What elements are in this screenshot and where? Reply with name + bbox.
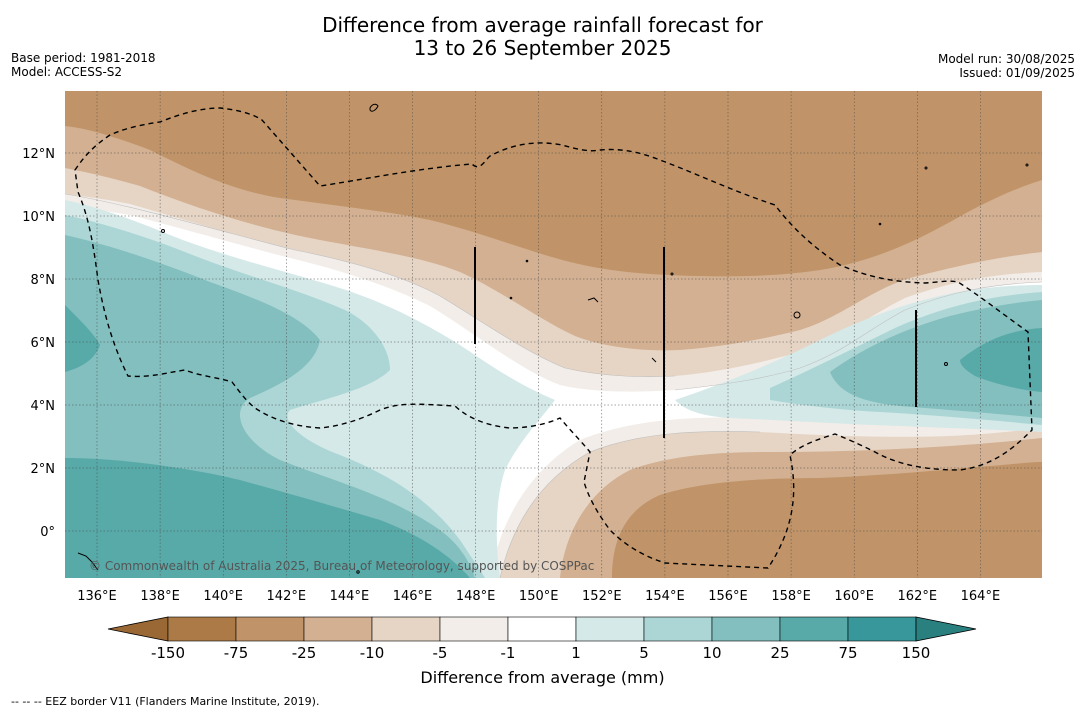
- colorbar-swatch: [439, 616, 509, 642]
- model-text: Model: ACCESS-S2: [11, 65, 123, 79]
- contour-east-plus-10: [830, 300, 1042, 418]
- lat-label: 2°N: [31, 462, 56, 477]
- colorbar-tick-labels: -150 -75 -25 -10 -5 -1 1 5 10 25 75 150: [151, 644, 930, 662]
- title-line-2: 13 to 26 September 2025: [413, 36, 672, 60]
- issued-text: Issued: 01/09/2025: [959, 66, 1075, 80]
- colorbar-swatch: [235, 616, 305, 642]
- colorbar-title: Difference from average (mm): [420, 668, 665, 687]
- island-outlines: [77, 103, 1029, 574]
- eez-division-lines: [474, 247, 917, 438]
- lon-label: 154°E: [645, 589, 685, 604]
- lon-label: 150°E: [519, 589, 559, 604]
- lat-label: 8°N: [31, 273, 56, 288]
- colorbar-swatch: [847, 616, 917, 642]
- lon-label: 156°E: [708, 589, 748, 604]
- chart-title: Difference from average rainfall forecas…: [0, 14, 1085, 60]
- lat-label: 12°N: [22, 147, 55, 162]
- contour-south-minus-25: [612, 462, 1042, 578]
- colorbar-tick-label: 75: [838, 644, 857, 662]
- lon-label: 158°E: [771, 589, 811, 604]
- lat-label: 4°N: [31, 399, 56, 414]
- colorbar-swatch: [575, 616, 645, 642]
- lat-label: 6°N: [31, 336, 56, 351]
- colorbar-swatch: [371, 616, 441, 642]
- lon-label: 142°E: [267, 589, 307, 604]
- colorbar-swatch: [711, 616, 781, 642]
- lat-label: 0°: [40, 525, 55, 540]
- lon-label: 160°E: [834, 589, 874, 604]
- lon-label: 152°E: [582, 589, 622, 604]
- colorbar-tick-label: -5: [433, 644, 448, 662]
- lon-label: 144°E: [330, 589, 370, 604]
- lon-label: 162°E: [898, 589, 938, 604]
- colorbar-tick-label: -10: [360, 644, 385, 662]
- lon-label: 146°E: [393, 589, 433, 604]
- run-info: Model run: 30/08/2025 Issued: 01/09/2025: [938, 52, 1075, 80]
- copyright-text: © Commonwealth of Australia 2025, Bureau…: [89, 559, 594, 573]
- lon-label: 136°E: [77, 589, 117, 604]
- colorbar-extend-high: [915, 616, 977, 642]
- colorbar: [107, 616, 977, 642]
- colorbar-tick-label: 25: [770, 644, 789, 662]
- colorbar-swatch: [779, 616, 849, 642]
- colorbar-swatch: [507, 616, 577, 642]
- contour-north-minus-25: [65, 91, 1042, 277]
- contour-west-plus-25: [65, 305, 100, 372]
- graticule: [65, 91, 1042, 578]
- colorbar-swatch: [643, 616, 713, 642]
- colorbar-tick-label: 150: [902, 644, 931, 662]
- colorbar-tick-label: 10: [702, 644, 721, 662]
- colorbar-swatch: [167, 616, 237, 642]
- colorbar-tick-label: 1: [571, 644, 581, 662]
- latitude-labels: 12°N 10°N 8°N 6°N 4°N 2°N 0°: [22, 147, 55, 540]
- colorbar-tick-label: -75: [224, 644, 249, 662]
- lon-label: 140°E: [203, 589, 243, 604]
- model-info: Base period: 1981-2018 Model: ACCESS-S2: [11, 51, 156, 79]
- model-run-text: Model run: 30/08/2025: [937, 52, 1075, 66]
- contour-southwest-plus-25: [65, 458, 470, 578]
- lon-label: 148°E: [456, 589, 496, 604]
- lon-label: 164°E: [961, 589, 1001, 604]
- colorbar-tick-label: -1: [501, 644, 516, 662]
- contour-fill-layer: [65, 91, 1042, 578]
- colorbar-swatch: [303, 616, 373, 642]
- lon-label: 138°E: [140, 589, 180, 604]
- colorbar-tick-label: 5: [639, 644, 649, 662]
- colorbar-tick-label: -150: [151, 644, 185, 662]
- lat-label: 10°N: [22, 210, 55, 225]
- colorbar-extend-low: [107, 616, 169, 642]
- colorbar-tick-label: -25: [292, 644, 317, 662]
- longitude-labels: 136°E 138°E 140°E 142°E 144°E 146°E 148°E 150°E…: [77, 589, 1000, 604]
- eez-footnote: -- -- -- EEZ border V11 (Flanders Marine…: [11, 695, 320, 708]
- title-line-1: Difference from average rainfall forecas…: [322, 13, 763, 37]
- base-period-text: Base period: 1981-2018: [11, 51, 156, 65]
